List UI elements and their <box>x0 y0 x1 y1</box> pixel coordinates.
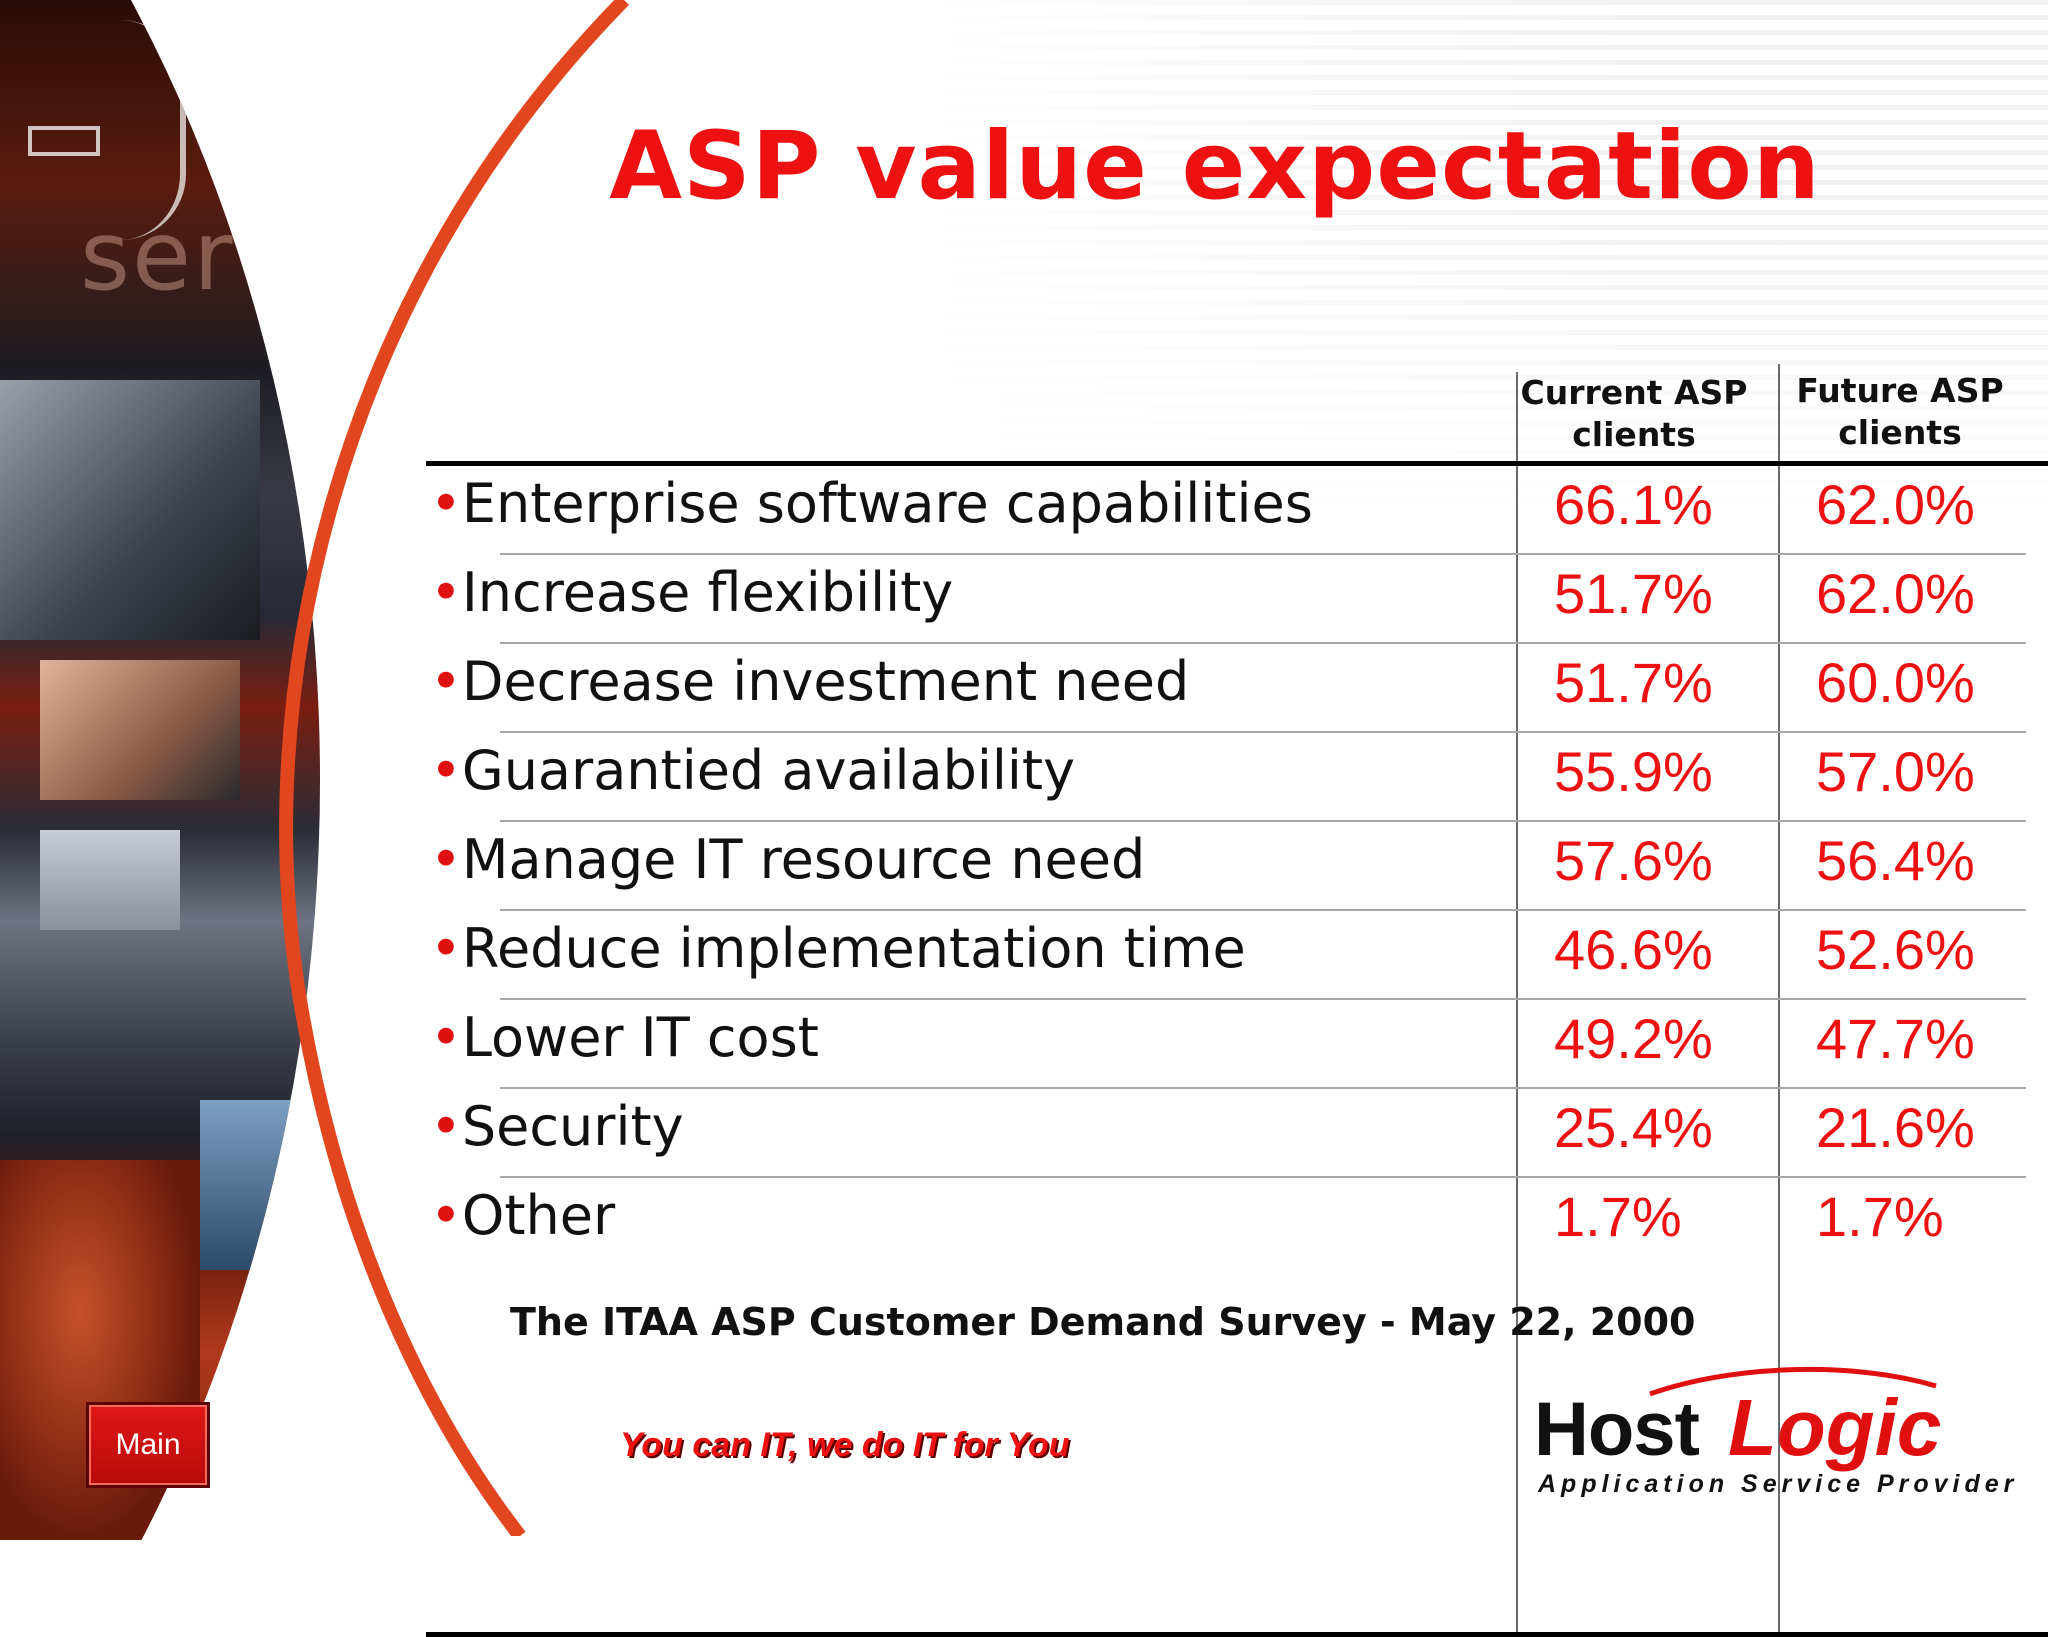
row-separator <box>500 642 2026 644</box>
column-header-current-line1: Current ASP <box>1520 373 1748 412</box>
row-label: •Enterprise software capabilities <box>430 472 1313 535</box>
row-label-text: Enterprise software capabilities <box>461 472 1313 535</box>
collage-er-text: ER <box>270 1320 562 1576</box>
bullet-icon: • <box>430 1095 462 1158</box>
table-row: •Lower IT cost 49.2% 47.7% <box>426 1000 2048 1089</box>
table-row: •Manage IT resource need 57.6% 56.4% <box>426 822 2048 911</box>
row-label: •Increase flexibility <box>430 561 953 624</box>
logo-logic-text: Logic <box>1728 1383 1942 1472</box>
future-value: 1.7% <box>1816 1185 1944 1248</box>
bullet-icon: • <box>430 472 462 535</box>
row-label-text: Guarantied availability <box>461 739 1076 802</box>
collage-rect-shape <box>28 126 100 156</box>
column-header-future-line2: clients <box>1838 413 1962 452</box>
current-value: 57.6% <box>1554 829 1713 892</box>
current-value: 49.2% <box>1554 1007 1713 1070</box>
table-top-rule <box>426 461 2048 466</box>
bullet-icon: • <box>430 561 462 624</box>
current-value: 51.7% <box>1554 651 1713 714</box>
row-label: •Lower IT cost <box>430 1006 819 1069</box>
row-label-text: Other <box>461 1184 616 1247</box>
future-value: 56.4% <box>1816 829 1975 892</box>
main-button[interactable]: Main <box>86 1402 210 1488</box>
row-label: •Guarantied availability <box>430 739 1075 802</box>
row-label-text: Lower IT cost <box>461 1006 819 1069</box>
row-separator <box>500 1087 2026 1089</box>
bullet-icon: • <box>430 1184 462 1247</box>
column-header-current: Current ASP clients <box>1520 372 1748 456</box>
current-value: 1.7% <box>1554 1185 1682 1248</box>
row-label: •Manage IT resource need <box>430 828 1145 891</box>
logo-subtitle: Application Service Provider <box>1538 1470 2019 1498</box>
current-value: 66.1% <box>1554 473 1713 536</box>
future-value: 62.0% <box>1816 562 1975 625</box>
table-bottom-rule <box>426 1632 2048 1637</box>
table-row: •Guarantied availability 55.9% 57.0% <box>426 733 2048 822</box>
bullet-icon: • <box>430 739 462 802</box>
table-row: •Other 1.7% 1.7% <box>426 1178 2048 1267</box>
future-value: 52.6% <box>1816 918 1975 981</box>
row-label: •Decrease investment need <box>430 650 1189 713</box>
future-value: 47.7% <box>1816 1007 1975 1070</box>
current-value: 25.4% <box>1554 1096 1713 1159</box>
current-value: 55.9% <box>1554 740 1713 803</box>
collage-person-photo <box>40 660 240 800</box>
row-label-text: Decrease investment need <box>461 650 1190 713</box>
bullet-icon: • <box>430 1006 462 1069</box>
row-label-text: Increase flexibility <box>461 561 954 624</box>
future-value: 62.0% <box>1816 473 1975 536</box>
row-label-text: Reduce implementation time <box>461 917 1246 980</box>
source-citation: The ITAA ASP Customer Demand Survey - Ma… <box>510 1300 1696 1344</box>
current-value: 46.6% <box>1554 918 1713 981</box>
column-header-future-line1: Future ASP <box>1796 371 2004 410</box>
row-separator <box>500 553 2026 555</box>
logo-host-text: Host <box>1534 1387 1700 1472</box>
current-value: 51.7% <box>1554 562 1713 625</box>
row-separator <box>500 998 2026 1000</box>
tagline: You can IT, we do IT for You <box>620 1426 1070 1464</box>
row-label-text: Security <box>461 1095 684 1158</box>
column-header-future: Future ASP clients <box>1786 370 2014 454</box>
row-separator <box>500 1176 2026 1178</box>
collage-bracket-shape <box>120 20 186 240</box>
future-value: 21.6% <box>1816 1096 1975 1159</box>
future-value: 60.0% <box>1816 651 1975 714</box>
bullet-icon: • <box>430 828 462 891</box>
hostlogic-logo: Host Logic Application Service Provider <box>1528 1360 2013 1500</box>
row-label: •Reduce implementation time <box>430 917 1246 980</box>
row-separator <box>500 909 2026 911</box>
bullet-icon: • <box>430 650 462 713</box>
column-divider-1 <box>1516 372 1518 1634</box>
row-label-text: Manage IT resource need <box>461 828 1146 891</box>
collage-server-photo <box>0 380 260 640</box>
future-value: 57.0% <box>1816 740 1975 803</box>
column-header-current-line2: clients <box>1572 415 1696 454</box>
table-row: •Decrease investment need 51.7% 60.0% <box>426 644 2048 733</box>
row-separator <box>500 731 2026 733</box>
row-separator <box>500 820 2026 822</box>
collage-screen-photo <box>40 830 180 930</box>
row-label: •Other <box>430 1184 615 1247</box>
bullet-icon: • <box>430 917 462 980</box>
table-row: •Enterprise software capabilities 66.1% 62… <box>426 466 2048 555</box>
slide-title: ASP value expectation <box>609 112 1821 221</box>
row-label: •Security <box>430 1095 684 1158</box>
table-row: •Reduce implementation time 46.6% 52.6% <box>426 911 2048 1000</box>
table-row: •Increase flexibility 51.7% 62.0% <box>426 555 2048 644</box>
collage-software-photo <box>200 1100 310 1270</box>
logo-swoosh-icon <box>1649 1366 1937 1397</box>
table-row: •Security 25.4% 21.6% <box>426 1089 2048 1178</box>
